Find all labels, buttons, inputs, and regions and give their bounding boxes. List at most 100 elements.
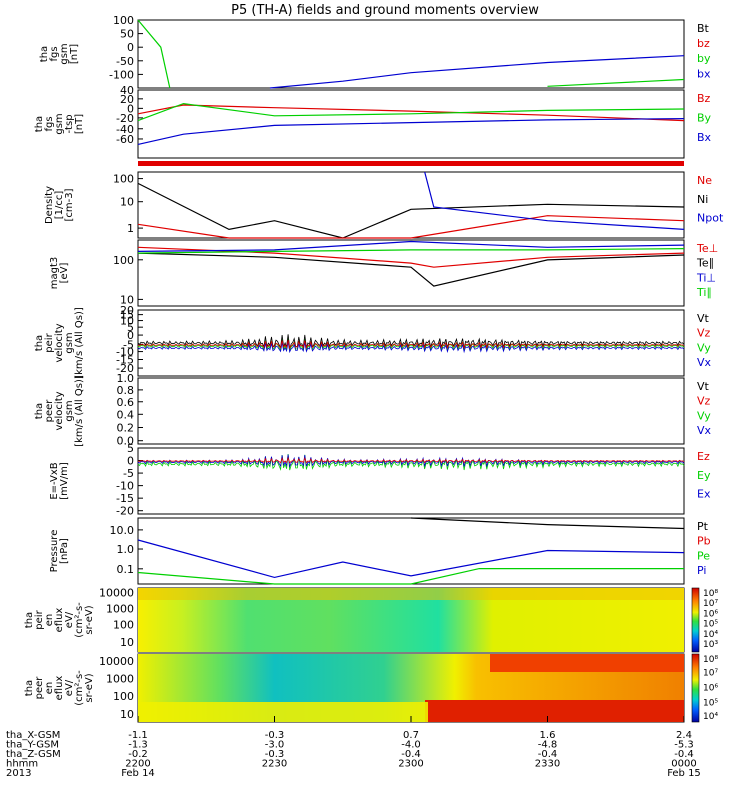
ytick-label: -5	[123, 467, 134, 480]
xaxis-row-value: -0.4	[401, 749, 421, 760]
ytick-label: 10	[120, 636, 134, 649]
ylabel-line: peir	[34, 609, 45, 629]
xaxis-row-value: -3.0	[265, 740, 285, 751]
ytick-label: -40	[116, 123, 134, 136]
ytick-label: -20	[116, 112, 134, 125]
series-line-Ti∥	[137, 248, 685, 254]
xaxis-row-value: 2300	[398, 759, 423, 770]
xaxis-row-value: -0.3	[265, 749, 285, 760]
ytick-label: 100	[113, 618, 134, 631]
series-line-Ti⊥	[137, 240, 685, 252]
ylabel-line: peer	[34, 676, 45, 700]
ylabel-line: velocity	[54, 391, 65, 430]
xaxis-row-label: tha_Z-GSM	[6, 749, 61, 760]
ytick-label: 10000	[99, 586, 134, 599]
ytick-label: 5	[127, 321, 134, 334]
ylabel-line: tha	[34, 335, 45, 351]
ylabel-line: tha	[34, 116, 45, 132]
xaxis-row-value: -0.2	[128, 749, 148, 760]
series-line-bx	[269, 55, 685, 89]
ylabel-line: [km/s (All Qs)]	[74, 375, 85, 447]
legend-entry: Vt	[697, 312, 710, 325]
ylabel-line: fgs	[49, 46, 60, 61]
ylabel-line: Pressure	[49, 530, 60, 573]
ytick-label: -20	[116, 362, 134, 375]
ytick-label: 100	[113, 254, 134, 267]
xaxis-row-value: 0.7	[403, 730, 419, 741]
ylabel-line: [cm-3]	[64, 188, 75, 221]
ytick-label: 10	[120, 708, 134, 721]
series-line-by	[137, 19, 171, 89]
peer-spectrogram-low-band	[425, 700, 684, 722]
legend-entry: Ti∥	[696, 286, 712, 299]
legend-entry: bx	[697, 67, 711, 80]
legend-entry: Te∥	[696, 257, 714, 270]
ytick-label: -10	[116, 346, 134, 359]
ylabel-line: velocity	[54, 323, 65, 362]
series-line-Ni	[137, 182, 685, 239]
series-line-Bz	[137, 104, 685, 122]
ylabel-line: gsm	[54, 113, 65, 134]
ylabel-line: sr-eV)	[84, 605, 95, 634]
series-line-By	[137, 102, 685, 122]
ytick-label: -15	[116, 492, 134, 505]
ylabel-line: peer	[44, 399, 55, 423]
xaxis-row-value: 0000	[671, 759, 696, 770]
xaxis-row-label: hhmm	[6, 759, 38, 770]
ytick-label: 15	[120, 309, 134, 322]
xaxis-row-value: -0.3	[265, 730, 285, 741]
series-line-Pi	[137, 539, 685, 579]
ylabel-line: tha	[24, 612, 35, 628]
legend-entry: Vx	[697, 424, 712, 437]
legend-entry: Vy	[697, 409, 711, 422]
colorbar-tick: 10⁸	[703, 589, 718, 599]
ytick-label: 0.4	[117, 408, 135, 421]
legend-entry: Ez	[697, 450, 710, 463]
xaxis-row-value: -5.3	[674, 740, 694, 751]
ytick-label: 10	[120, 293, 134, 306]
ytick-label: 1000	[106, 672, 134, 685]
colorbar-tick: 10⁵	[703, 699, 718, 709]
ytick-label: 20	[120, 304, 134, 317]
ylabel-line: tha	[34, 403, 45, 419]
ylabel-line: en	[44, 682, 55, 695]
series-line-Ne	[137, 215, 685, 239]
series-line-Vy	[137, 338, 685, 353]
series-line-Ez	[137, 456, 685, 464]
series-line-Vx	[137, 341, 685, 354]
ylabel-line: [km/s (All Qs)]	[74, 307, 85, 379]
ylabel-line: [1/cc]	[54, 191, 65, 220]
ylabel-line: -tsp	[64, 114, 75, 133]
ytick-label: 1	[127, 222, 134, 235]
panel-frame-efield	[137, 447, 685, 515]
ylabel-line: (cm²-s-	[74, 602, 85, 638]
xaxis-row-value: -4.8	[538, 740, 558, 751]
colorbar-tick: 10⁴	[703, 630, 718, 640]
ytick-label: 10	[120, 315, 134, 328]
ytick-label: -15	[116, 354, 134, 367]
legend-entry: Te⊥	[696, 242, 718, 255]
legend-entry: By	[697, 111, 712, 124]
legend-entry: Vz	[697, 327, 711, 340]
ytick-label: -60	[116, 133, 134, 146]
legend-entry: bz	[697, 37, 710, 50]
ytick-label: -100	[109, 68, 134, 81]
series-line-Bx	[137, 118, 685, 145]
legend-entry: Ne	[697, 174, 712, 187]
xaxis-row-value: 1.6	[540, 730, 556, 741]
ylabel-line: peir	[44, 332, 55, 352]
colorbar-tick: 10³	[703, 640, 718, 650]
ytick-label: 0	[127, 102, 134, 115]
legend-entry: Pt	[697, 520, 709, 533]
ylabel-line: eV/	[64, 611, 75, 628]
ylabel-line: [nT]	[74, 114, 85, 134]
colorbar-tick: 10⁷	[703, 669, 718, 679]
legend-entry: Pb	[697, 535, 711, 548]
series-line-Ey	[137, 453, 685, 471]
series-line-by	[547, 78, 685, 87]
ytick-label: 0	[127, 455, 134, 468]
ytick-label: 10000	[99, 655, 134, 668]
xaxis-row-value: -4.0	[401, 740, 421, 751]
ylabel-line: magt3	[49, 257, 60, 290]
ytick-label: 0.2	[117, 422, 135, 435]
